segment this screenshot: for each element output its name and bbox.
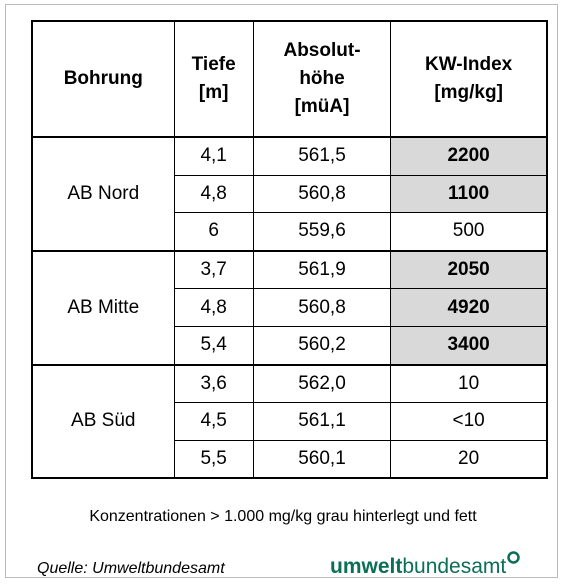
header-line: [müA] (294, 96, 350, 117)
cell: 4,1 (173, 135, 254, 176)
cell: 5,4 (173, 325, 254, 366)
cell: 4,5 (173, 402, 254, 441)
group-cell: AB Mitte (31, 249, 175, 366)
table-row: 6 559,6 500 (32, 212, 548, 252)
table-row: 5,5 560,1 20 (32, 439, 548, 479)
header-line: höhe (299, 68, 345, 89)
cell: 562,0 (252, 363, 392, 404)
header-line: Tiefe (191, 54, 236, 75)
cell: 4920 (390, 288, 548, 327)
logo: umweltbundesamt (330, 551, 520, 579)
cell: 3,7 (173, 249, 254, 290)
cell: 5,5 (173, 439, 254, 479)
header-line: [m] (198, 82, 229, 103)
cell: 1100 (390, 174, 548, 214)
logo-regular: bundesamt (402, 555, 507, 578)
logo-mark (507, 551, 520, 564)
cell: 559,6 (252, 212, 392, 252)
cell: 560,8 (252, 174, 392, 214)
cell: 2050 (390, 249, 548, 290)
cell: 560,8 (252, 288, 392, 327)
cell: <10 (390, 402, 548, 441)
table-row: 4,5 561,1 <10 (32, 402, 548, 441)
table-row: 5,4 560,2 3400 (32, 325, 548, 366)
cell: 561,1 (252, 402, 392, 441)
cell: 4,8 (173, 174, 254, 214)
cell: 561,9 (252, 249, 392, 290)
table-row: AB Nord 4,1 561,5 2200 (31, 135, 548, 252)
frame (5, 4, 558, 578)
header-line: Bohrung (63, 68, 143, 89)
logo-bold: umwelt (330, 555, 403, 578)
cell: 560,2 (252, 325, 392, 366)
cell: 10 (390, 363, 548, 404)
cell: 560,1 (252, 439, 392, 479)
header-line: KW-Index (425, 54, 513, 75)
source: Quelle: Umweltbundesamt (37, 560, 225, 577)
cell: 3400 (390, 325, 548, 366)
table-row: 4,8 560,8 1100 (32, 174, 548, 214)
cell: 20 (390, 439, 548, 479)
header-cell: Bohrung (31, 20, 175, 138)
table-row: AB Mitte 3,7 561,9 2050 (31, 249, 548, 366)
cell: 3,6 (173, 363, 254, 404)
group-cell: AB Nord (31, 136, 175, 252)
header-line: [mg/kg] (434, 82, 503, 103)
table-row: 4,8 560,8 4920 (32, 288, 548, 327)
group-cell: AB Süd (31, 363, 175, 479)
cell: 500 (390, 212, 548, 252)
header-cell: Tiefe [m] (173, 20, 254, 138)
header-line: Absolut- (283, 40, 361, 61)
cell: 2200 (390, 135, 548, 176)
cell: 561,5 (252, 135, 392, 176)
table-row: AB Süd 3,6 562,0 10 (31, 363, 548, 479)
cell: 4,8 (173, 288, 254, 327)
cell: 6 (173, 212, 254, 252)
data-table: Bohrung Tiefe [m] Absolut-höhe [müA] KW-Index… (31, 20, 548, 480)
header-cell: Absolut-höhe [müA] (252, 20, 392, 138)
header-cell: KW-Index [mg/kg] (390, 20, 548, 138)
note: Konzentrationen > 1.000 mg/kg grau hinte… (89, 508, 477, 525)
